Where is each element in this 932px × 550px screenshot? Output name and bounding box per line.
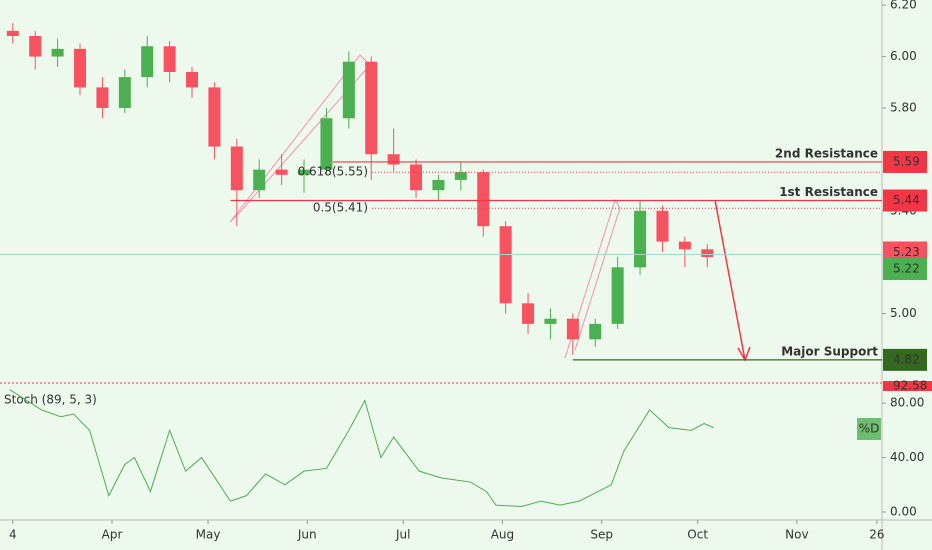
x-tick-label: Jun	[297, 528, 317, 542]
candle-body	[410, 164, 423, 191]
candle-body	[656, 210, 669, 242]
candle-body	[454, 172, 467, 180]
y-tick-label: 5.80	[890, 100, 917, 114]
level-label: 2nd Resistance	[775, 146, 878, 160]
pane-label-box	[883, 381, 932, 391]
x-tick-label: May	[196, 528, 221, 542]
price-label: 5.22	[893, 262, 920, 276]
pane-label: 92.58	[893, 379, 927, 393]
candle-body	[544, 318, 557, 324]
x-tick-label: Sep	[590, 528, 613, 542]
level-price: 5.44	[893, 193, 920, 207]
candle-body	[186, 71, 199, 88]
indicator-title: Stoch (89, 5, 3)	[4, 393, 97, 407]
x-tick-label: 26	[869, 528, 884, 542]
candle-body	[51, 48, 64, 57]
candle-body	[208, 87, 221, 147]
candle-body	[634, 210, 647, 268]
candle-body	[499, 226, 512, 304]
x-tick-label: Nov	[785, 528, 808, 542]
projection-arrow	[714, 199, 746, 361]
candle-body	[477, 172, 490, 227]
y-tick-label: 6.20	[890, 0, 917, 12]
y-tick-label: 5.00	[890, 306, 917, 320]
x-tick-label: Oct	[687, 528, 708, 542]
pattern-arrow	[564, 198, 621, 359]
price-box	[883, 241, 927, 264]
candle-body	[365, 61, 378, 155]
x-tick-label: 4	[9, 528, 17, 542]
fib-label: 0.5(5.41)	[313, 201, 368, 215]
candle-body	[701, 249, 714, 258]
candle-body	[74, 48, 87, 88]
stoch-line	[9, 389, 714, 508]
candle-body	[29, 35, 42, 57]
candle-body	[589, 323, 602, 340]
level-label: Major Support	[781, 344, 878, 358]
candle-body	[522, 303, 535, 324]
candle-body	[96, 87, 109, 108]
candle-body	[6, 30, 19, 36]
fib-label: 0.618(5.55)	[298, 165, 368, 179]
candle-body	[342, 61, 355, 119]
x-tick-label: Aug	[491, 528, 514, 542]
x-tick-label: Apr	[102, 528, 123, 542]
y-tick-label: 0.00	[890, 504, 917, 518]
level-price-box	[883, 150, 927, 173]
candle-body	[320, 118, 333, 170]
y-tick-label: 6.00	[890, 49, 917, 63]
candle-body	[275, 169, 288, 175]
legend-label: %D	[859, 422, 880, 436]
price-label: 5.23	[893, 245, 920, 259]
candle-body	[678, 241, 691, 250]
price-box	[883, 258, 927, 281]
level-price-box	[883, 348, 927, 371]
y-tick-label: 40.00	[890, 450, 924, 464]
candle-body	[611, 267, 624, 324]
level-price: 4.82	[893, 352, 920, 366]
x-tick-label: Jul	[395, 528, 410, 542]
candle-body	[298, 169, 311, 175]
drawings	[229, 54, 751, 362]
level-price: 5.59	[893, 154, 920, 168]
candle-body	[387, 154, 400, 165]
candle-body	[163, 46, 176, 72]
level-label: 1st Resistance	[779, 185, 878, 199]
legend-box	[857, 418, 881, 440]
candle-body	[118, 77, 131, 108]
candle-body	[566, 318, 579, 340]
candle-body	[230, 146, 243, 191]
level-price-box	[883, 189, 927, 212]
candle-body	[253, 169, 266, 191]
candle-body	[141, 46, 154, 78]
y-tick-label: 80.00	[890, 396, 924, 410]
candle-body	[432, 179, 445, 191]
